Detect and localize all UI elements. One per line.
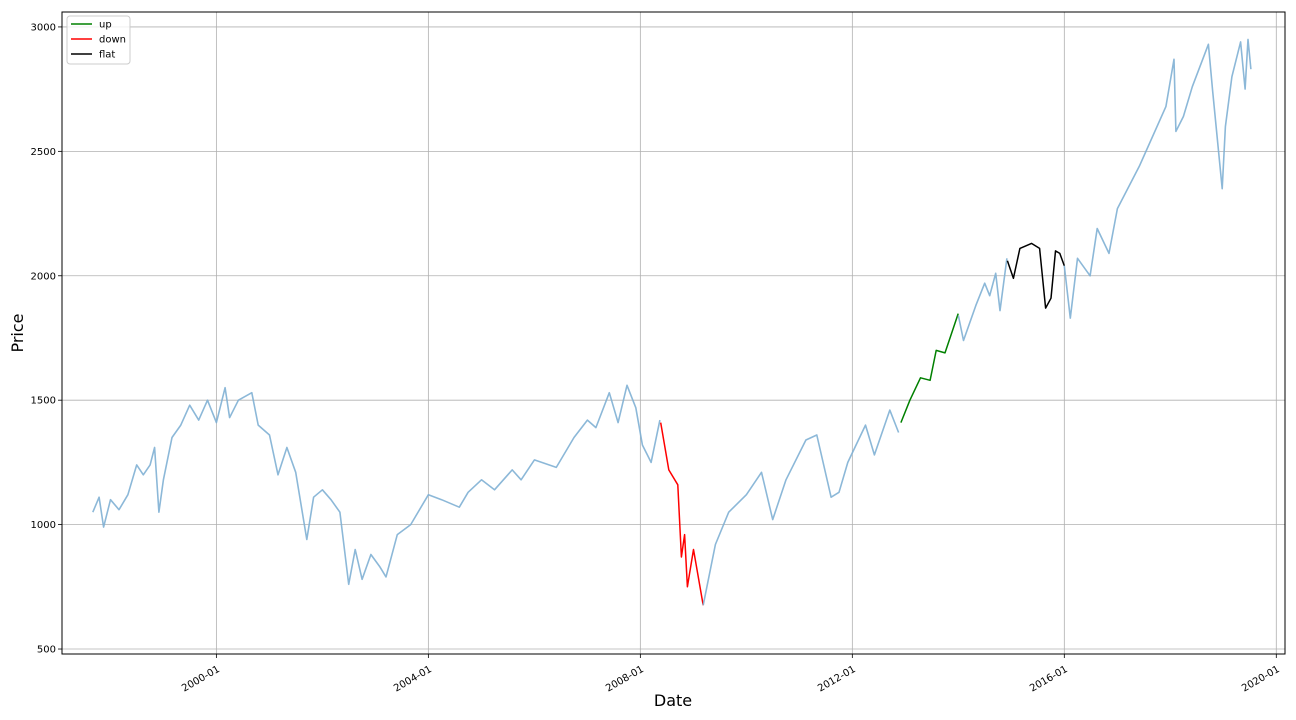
y-tick-label: 1500 (31, 396, 56, 407)
series-line-flat (1006, 242, 1066, 309)
y-tick-label: 1000 (31, 520, 56, 531)
grid-lines (62, 12, 1285, 654)
legend-label-down: down (99, 35, 126, 46)
y-tick-label: 2000 (31, 271, 56, 282)
series-line-up (900, 313, 959, 423)
y-axis-ticks: 500 1000 1500 2000 2500 3000 (31, 22, 62, 656)
y-axis-label: Price (8, 313, 27, 352)
series-line-base (702, 409, 900, 606)
plot-frame (61, 11, 1286, 655)
series-line-down (659, 422, 704, 606)
series-line-base (1063, 38, 1252, 319)
legend: up down flat (66, 15, 131, 65)
y-tick-label: 2500 (31, 147, 56, 158)
series-line-base (957, 258, 1008, 342)
series-lines (92, 38, 1252, 606)
legend-label-flat: flat (99, 50, 115, 61)
legend-label-up: up (99, 20, 112, 31)
series-line-base (92, 384, 661, 586)
y-tick-label: 500 (37, 645, 56, 656)
legend-box (66, 15, 131, 65)
x-axis-label: Date (654, 691, 692, 710)
y-tick-label: 3000 (31, 22, 56, 33)
